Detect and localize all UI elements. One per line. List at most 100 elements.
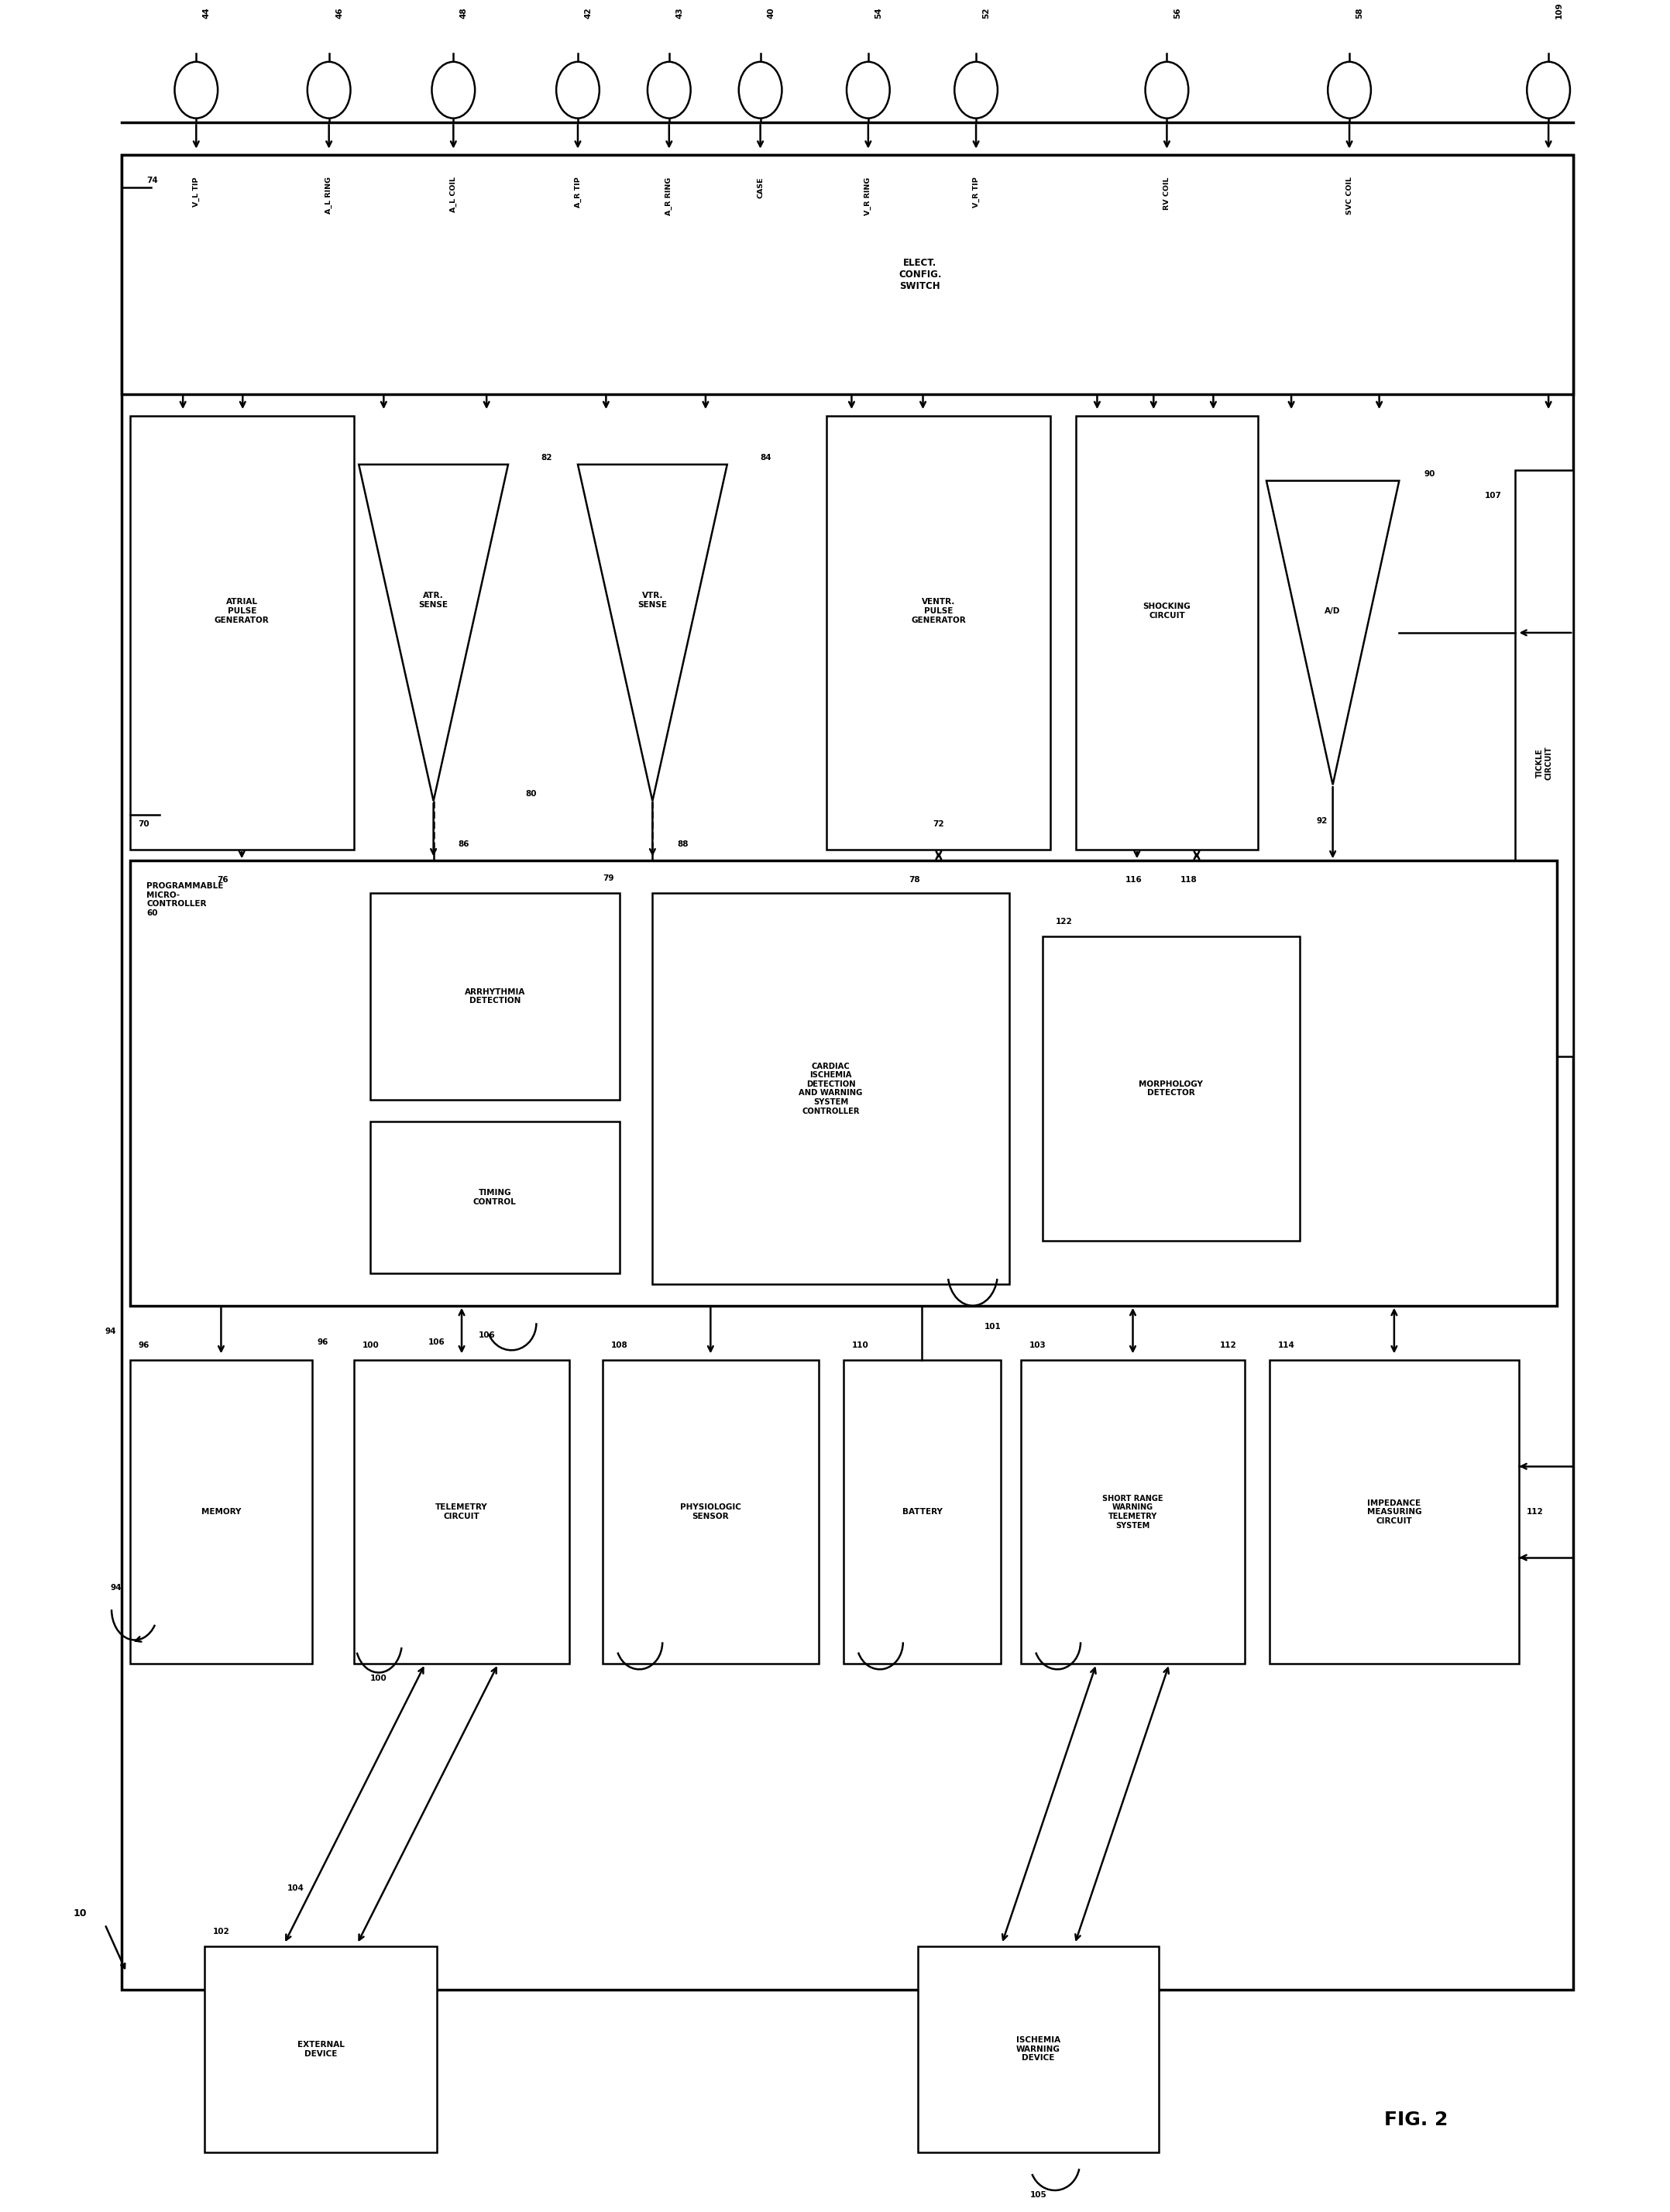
Text: A/D: A/D	[1324, 606, 1341, 615]
Circle shape	[738, 62, 782, 117]
Text: 82: 82	[541, 453, 553, 462]
Text: VENTR.
PULSE
GENERATOR: VENTR. PULSE GENERATOR	[912, 597, 967, 624]
Text: 114: 114	[1278, 1340, 1294, 1349]
Text: RV COIL: RV COIL	[1164, 177, 1171, 210]
Text: 108: 108	[611, 1340, 628, 1349]
Text: 103: 103	[1029, 1340, 1045, 1349]
Text: 102: 102	[212, 1927, 230, 1936]
Text: 116: 116	[1126, 876, 1142, 883]
Text: 70: 70	[139, 821, 149, 827]
Circle shape	[955, 62, 997, 117]
Text: V_R TIP: V_R TIP	[972, 177, 980, 208]
Text: TICKLE
CIRCUIT: TICKLE CIRCUIT	[1536, 745, 1553, 781]
Circle shape	[847, 62, 890, 117]
Bar	[204, 1947, 438, 2152]
Circle shape	[1526, 62, 1570, 117]
Circle shape	[1146, 62, 1189, 117]
Text: A_L RING: A_L RING	[326, 177, 332, 215]
Text: 48: 48	[459, 7, 468, 18]
Text: TIMING
CONTROL: TIMING CONTROL	[473, 1188, 516, 1206]
Bar	[1075, 416, 1258, 849]
Circle shape	[307, 62, 351, 117]
Text: 104: 104	[287, 1885, 304, 1891]
Text: 112: 112	[1526, 1509, 1543, 1515]
Text: 106: 106	[478, 1332, 494, 1340]
Circle shape	[556, 62, 600, 117]
Text: PHYSIOLOGIC
SENSOR: PHYSIOLOGIC SENSOR	[680, 1504, 741, 1520]
Circle shape	[648, 62, 691, 117]
Polygon shape	[578, 465, 726, 801]
Text: 94: 94	[105, 1327, 117, 1336]
Bar	[1020, 1360, 1244, 1663]
Text: ELECT.
CONFIG.
SWITCH: ELECT. CONFIG. SWITCH	[898, 259, 942, 292]
Text: 72: 72	[934, 821, 944, 827]
Text: A_R TIP: A_R TIP	[574, 177, 581, 208]
Text: MEMORY: MEMORY	[200, 1509, 240, 1515]
Text: A_R RING: A_R RING	[666, 177, 673, 215]
Polygon shape	[1266, 480, 1399, 785]
Text: A_L COIL: A_L COIL	[449, 177, 458, 212]
Text: VTR.
SENSE: VTR. SENSE	[638, 593, 668, 608]
Text: 52: 52	[982, 7, 990, 18]
Bar	[371, 1121, 620, 1274]
Text: SVC COIL: SVC COIL	[1346, 177, 1353, 215]
Bar	[1269, 1360, 1518, 1663]
Text: 10: 10	[73, 1909, 87, 1918]
Circle shape	[175, 62, 217, 117]
Polygon shape	[359, 465, 508, 801]
Bar	[122, 155, 1573, 394]
Bar	[130, 416, 354, 849]
Text: 100: 100	[362, 1340, 379, 1349]
Text: 46: 46	[336, 7, 344, 18]
Text: 118: 118	[1181, 876, 1197, 883]
Bar	[1042, 936, 1299, 1241]
Circle shape	[1328, 62, 1371, 117]
Text: SHORT RANGE
WARNING
TELEMETRY
SYSTEM: SHORT RANGE WARNING TELEMETRY SYSTEM	[1102, 1495, 1164, 1528]
Text: TELEMETRY
CIRCUIT: TELEMETRY CIRCUIT	[436, 1504, 488, 1520]
Text: 106: 106	[429, 1338, 446, 1347]
Text: V_L TIP: V_L TIP	[192, 177, 200, 206]
Text: EXTERNAL
DEVICE: EXTERNAL DEVICE	[297, 2042, 344, 2057]
Text: 112: 112	[1219, 1340, 1236, 1349]
Text: 100: 100	[371, 1674, 387, 1683]
Text: 58: 58	[1356, 7, 1364, 18]
Text: 107: 107	[1485, 491, 1501, 500]
Bar	[122, 155, 1573, 1989]
Text: 122: 122	[1055, 918, 1072, 927]
Text: ISCHEMIA
WARNING
DEVICE: ISCHEMIA WARNING DEVICE	[1015, 2037, 1060, 2062]
Text: ATRIAL
PULSE
GENERATOR: ATRIAL PULSE GENERATOR	[214, 597, 269, 624]
Text: 105: 105	[1030, 2192, 1047, 2199]
Text: 44: 44	[202, 7, 210, 18]
Text: FIG. 2: FIG. 2	[1384, 2110, 1448, 2130]
Text: 40: 40	[767, 7, 775, 18]
Text: 43: 43	[676, 7, 683, 18]
Bar	[827, 416, 1050, 849]
Text: ARRHYTHMIA
DETECTION: ARRHYTHMIA DETECTION	[464, 989, 524, 1004]
Text: 90: 90	[1425, 471, 1435, 478]
Text: 88: 88	[678, 841, 688, 847]
Bar	[1515, 469, 1573, 1055]
Text: 110: 110	[852, 1340, 868, 1349]
Bar	[371, 894, 620, 1099]
Bar	[603, 1360, 818, 1663]
Text: 78: 78	[908, 876, 920, 883]
Bar	[919, 1947, 1159, 2152]
Text: PROGRAMMABLE
MICRO-
CONTROLLER
60: PROGRAMMABLE MICRO- CONTROLLER 60	[147, 883, 224, 918]
Text: V_R RING: V_R RING	[865, 177, 872, 215]
Text: 42: 42	[584, 7, 593, 18]
Text: 79: 79	[603, 874, 615, 883]
Text: 56: 56	[1174, 7, 1181, 18]
Bar	[843, 1360, 1000, 1663]
Text: 76: 76	[217, 876, 229, 883]
Bar	[354, 1360, 569, 1663]
Text: 101: 101	[984, 1323, 1000, 1332]
Text: ATR.
SENSE: ATR. SENSE	[419, 593, 448, 608]
Text: 84: 84	[760, 453, 772, 462]
Bar	[653, 894, 1009, 1283]
Text: IMPEDANCE
MEASURING
CIRCUIT: IMPEDANCE MEASURING CIRCUIT	[1366, 1500, 1421, 1524]
Text: 92: 92	[1316, 816, 1328, 825]
Circle shape	[433, 62, 474, 117]
Text: CARDIAC
ISCHEMIA
DETECTION
AND WARNING
SYSTEM
CONTROLLER: CARDIAC ISCHEMIA DETECTION AND WARNING S…	[798, 1062, 863, 1115]
Text: MORPHOLOGY
DETECTOR: MORPHOLOGY DETECTOR	[1139, 1079, 1202, 1097]
Text: 109: 109	[1555, 2, 1563, 18]
